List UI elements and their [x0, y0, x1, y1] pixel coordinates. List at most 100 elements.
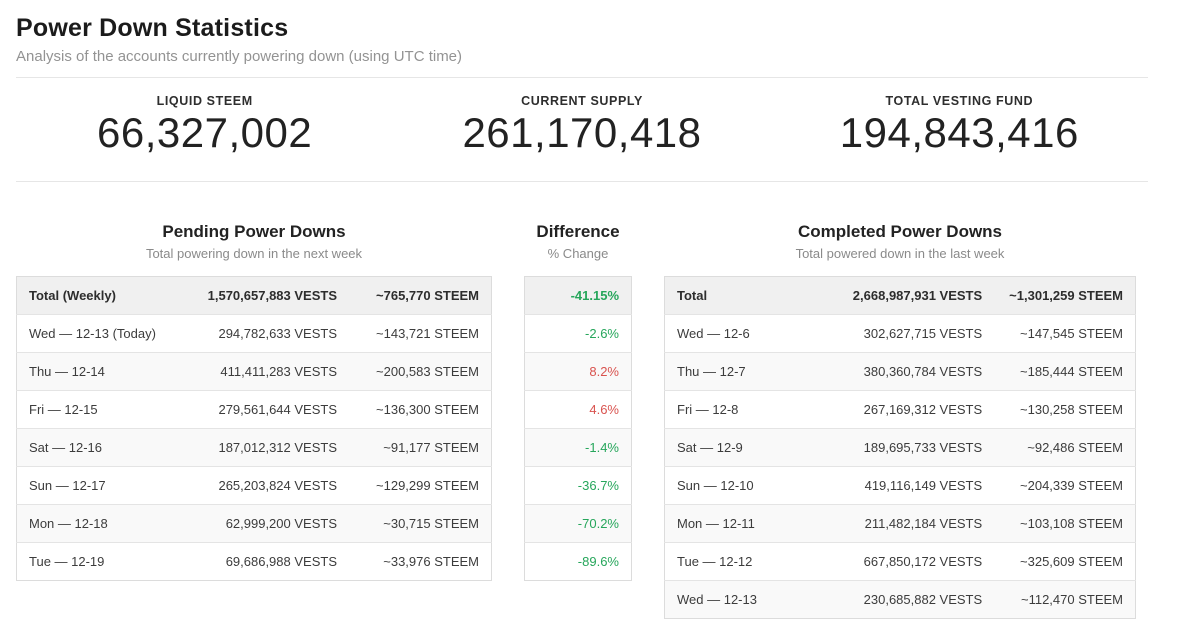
- steem-value: ~92,486 STEEM: [994, 428, 1136, 467]
- steem-value: ~765,770 STEEM: [349, 276, 492, 315]
- vests-value: 187,012,312 VESTS: [178, 428, 349, 467]
- vests-value: 667,850,172 VESTS: [824, 542, 995, 581]
- total-label: Total (Weekly): [16, 276, 178, 315]
- day-label: Sat — 12-9: [664, 428, 825, 467]
- table-row: Fri — 12-8 267,169,312 VESTS ~130,258 ST…: [664, 390, 1136, 429]
- completed-power-downs-panel: Completed Power Downs Total powered down…: [664, 222, 1136, 619]
- vests-value: 211,482,184 VESTS: [824, 504, 995, 543]
- vests-value: 69,686,988 VESTS: [178, 542, 349, 581]
- steem-value: ~204,339 STEEM: [994, 466, 1136, 505]
- difference-value: -89.6%: [524, 542, 632, 581]
- table-row: Mon — 12-11 211,482,184 VESTS ~103,108 S…: [664, 504, 1136, 543]
- stat-total-vesting-fund: TOTAL VESTING FUND 194,843,416: [771, 94, 1148, 157]
- difference-subtitle: % Change: [547, 246, 609, 261]
- vests-value: 267,169,312 VESTS: [824, 390, 995, 429]
- table-row: Wed — 12-6 302,627,715 VESTS ~147,545 ST…: [664, 314, 1136, 353]
- stat-value: 194,843,416: [839, 109, 1079, 156]
- vests-value: 189,695,733 VESTS: [824, 428, 995, 467]
- steem-value: ~112,470 STEEM: [994, 580, 1136, 619]
- table-total-row: Total (Weekly) 1,570,657,883 VESTS ~765,…: [16, 276, 492, 315]
- steem-value: ~91,177 STEEM: [349, 428, 492, 467]
- vests-value: 279,561,644 VESTS: [178, 390, 349, 429]
- day-label: Thu — 12-7: [664, 352, 825, 391]
- day-label: Tue — 12-19: [16, 542, 178, 581]
- table-row: Sun — 12-10 419,116,149 VESTS ~204,339 S…: [664, 466, 1136, 505]
- vests-value: 419,116,149 VESTS: [824, 466, 995, 505]
- table-row: -89.6%: [524, 542, 632, 581]
- table-row: Thu — 12-14 411,411,283 VESTS ~200,583 S…: [16, 352, 492, 391]
- difference-value: -2.6%: [524, 314, 632, 353]
- vests-value: 62,999,200 VESTS: [178, 504, 349, 543]
- table-row: Tue — 12-19 69,686,988 VESTS ~33,976 STE…: [16, 542, 492, 581]
- table-row: Sat — 12-16 187,012,312 VESTS ~91,177 ST…: [16, 428, 492, 467]
- stat-value: 66,327,002: [97, 109, 313, 156]
- table-row: -36.7%: [524, 466, 632, 505]
- table-row: -1.4%: [524, 428, 632, 467]
- stats-divider: [16, 181, 1148, 182]
- difference-value: 4.6%: [524, 390, 632, 429]
- table-row: Fri — 12-15 279,561,644 VESTS ~136,300 S…: [16, 390, 492, 429]
- day-label: Wed — 12-13 (Today): [16, 314, 178, 353]
- day-label: Mon — 12-18: [16, 504, 178, 543]
- vests-value: 230,685,882 VESTS: [824, 580, 995, 619]
- day-label: Tue — 12-12: [664, 542, 825, 581]
- table-row: Wed — 12-13 (Today) 294,782,633 VESTS ~1…: [16, 314, 492, 353]
- stat-value: 261,170,418: [462, 109, 702, 156]
- steem-value: ~200,583 STEEM: [349, 352, 492, 391]
- vests-value: 302,627,715 VESTS: [824, 314, 995, 353]
- completed-subtitle: Total powered down in the last week: [795, 246, 1005, 261]
- stat-label: LIQUID STEEM: [156, 94, 253, 108]
- stat-label: CURRENT SUPPLY: [521, 94, 643, 108]
- steem-value: ~129,299 STEEM: [349, 466, 492, 505]
- day-label: Mon — 12-11: [664, 504, 825, 543]
- pending-power-downs-panel: Pending Power Downs Total powering down …: [16, 222, 492, 581]
- pending-table: Total (Weekly) 1,570,657,883 VESTS ~765,…: [16, 276, 492, 581]
- table-total-row: Total 2,668,987,931 VESTS ~1,301,259 STE…: [664, 276, 1136, 315]
- tables-section: Pending Power Downs Total powering down …: [16, 222, 1148, 619]
- day-label: Sun — 12-10: [664, 466, 825, 505]
- stat-current-supply: CURRENT SUPPLY 261,170,418: [393, 94, 770, 157]
- power-down-statistics-page: Power Down Statistics Analysis of the ac…: [16, 14, 1148, 619]
- table-row: 4.6%: [524, 390, 632, 429]
- header-divider: [16, 77, 1148, 78]
- pending-title: Pending Power Downs: [162, 222, 346, 241]
- difference-value: 8.2%: [524, 352, 632, 391]
- steem-value: ~30,715 STEEM: [349, 504, 492, 543]
- table-row: Mon — 12-18 62,999,200 VESTS ~30,715 STE…: [16, 504, 492, 543]
- vests-value: 294,782,633 VESTS: [178, 314, 349, 353]
- steem-value: ~1,301,259 STEEM: [994, 276, 1136, 315]
- vests-value: 265,203,824 VESTS: [178, 466, 349, 505]
- stat-label: TOTAL VESTING FUND: [885, 94, 1034, 108]
- difference-title: Difference: [536, 222, 620, 241]
- day-label: Fri — 12-15: [16, 390, 178, 429]
- steem-value: ~185,444 STEEM: [994, 352, 1136, 391]
- difference-table: -41.15% -2.6% 8.2% 4.6% -1.4%: [524, 276, 632, 581]
- page-header: Power Down Statistics Analysis of the ac…: [16, 14, 1148, 65]
- day-label: Thu — 12-14: [16, 352, 178, 391]
- day-label: Sun — 12-17: [16, 466, 178, 505]
- day-label: Wed — 12-13: [664, 580, 825, 619]
- table-row: Sun — 12-17 265,203,824 VESTS ~129,299 S…: [16, 466, 492, 505]
- table-row: Thu — 12-7 380,360,784 VESTS ~185,444 ST…: [664, 352, 1136, 391]
- completed-table: Total 2,668,987,931 VESTS ~1,301,259 STE…: [664, 276, 1136, 619]
- steem-value: ~325,609 STEEM: [994, 542, 1136, 581]
- total-label: Total: [664, 276, 825, 315]
- steem-value: ~33,976 STEEM: [349, 542, 492, 581]
- steem-value: ~143,721 STEEM: [349, 314, 492, 353]
- steem-value: ~136,300 STEEM: [349, 390, 492, 429]
- page-title: Power Down Statistics: [16, 14, 289, 42]
- page-subtitle: Analysis of the accounts currently power…: [16, 48, 463, 65]
- table-total-row: -41.15%: [524, 276, 632, 315]
- steem-value: ~130,258 STEEM: [994, 390, 1136, 429]
- difference-total-value: -41.15%: [524, 276, 632, 315]
- steem-value: ~147,545 STEEM: [994, 314, 1136, 353]
- table-row: -2.6%: [524, 314, 632, 353]
- steem-value: ~103,108 STEEM: [994, 504, 1136, 543]
- table-row: 8.2%: [524, 352, 632, 391]
- stat-liquid-steem: LIQUID STEEM 66,327,002: [16, 94, 393, 157]
- day-label: Wed — 12-6: [664, 314, 825, 353]
- table-row: -70.2%: [524, 504, 632, 543]
- table-row: Wed — 12-13 230,685,882 VESTS ~112,470 S…: [664, 580, 1136, 619]
- day-label: Fri — 12-8: [664, 390, 825, 429]
- table-row: Tue — 12-12 667,850,172 VESTS ~325,609 S…: [664, 542, 1136, 581]
